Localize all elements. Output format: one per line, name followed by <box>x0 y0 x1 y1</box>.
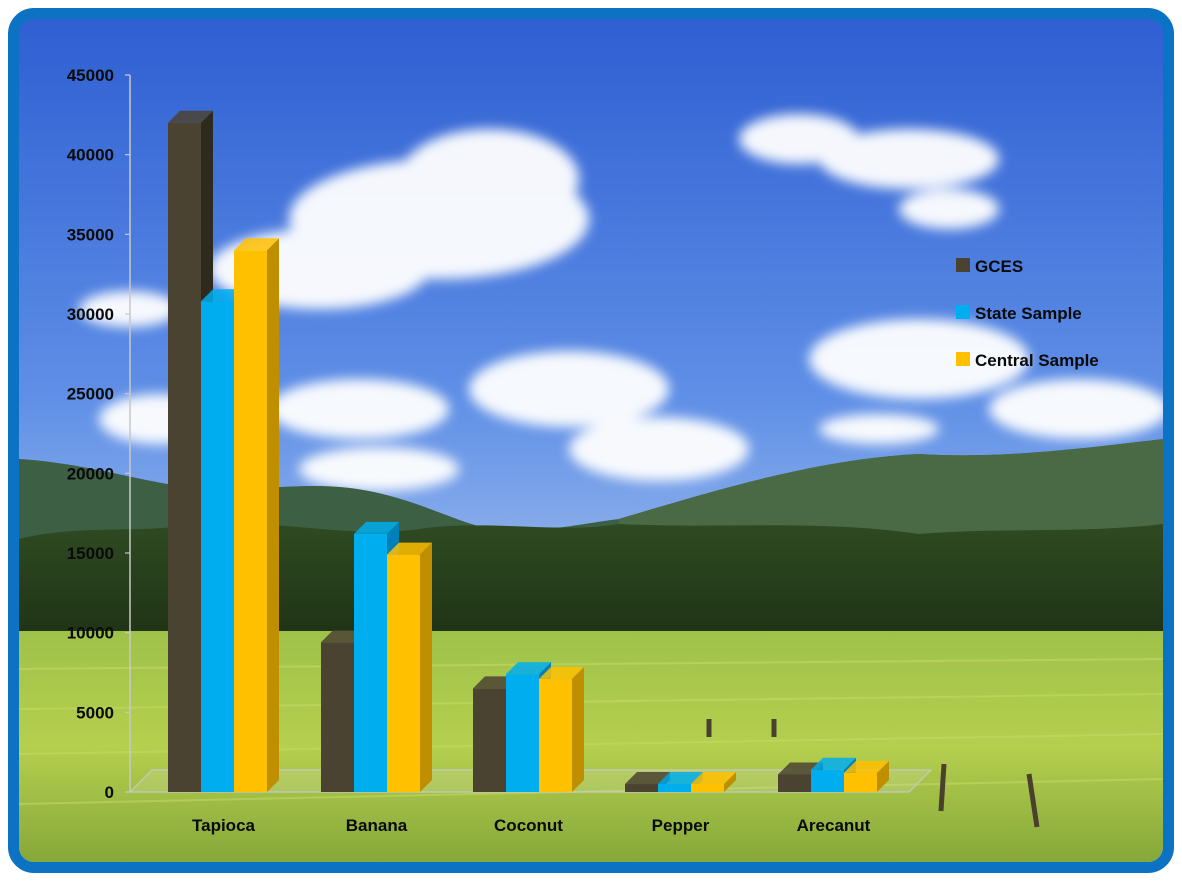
legend-swatch <box>956 258 970 272</box>
y-tick-label: 25000 <box>67 385 114 404</box>
x-category-label: Arecanut <box>797 816 871 835</box>
x-category-label: Banana <box>346 816 408 835</box>
y-tick-label: 20000 <box>67 464 114 483</box>
legend-swatch <box>956 305 970 319</box>
bar-coconut-central-sample <box>539 666 584 792</box>
y-tick-label: 40000 <box>67 146 114 165</box>
legend-label: GCES <box>975 257 1023 276</box>
x-category-label: Tapioca <box>192 816 256 835</box>
y-tick-label: 10000 <box>67 624 114 643</box>
y-tick-label: 15000 <box>67 544 114 563</box>
y-tick-label: 0 <box>105 783 114 802</box>
bar-tapioca-central-sample <box>234 238 279 792</box>
legend-swatch <box>956 352 970 366</box>
bar-arecanut-central-sample <box>844 760 889 792</box>
bar-banana-central-sample <box>387 542 432 792</box>
chart-frame: 0 5000 10000 15000 20000 25000 30000 35000 40000… <box>8 8 1174 873</box>
bar-pepper-central-sample <box>691 772 736 792</box>
x-category-label: Coconut <box>494 816 563 835</box>
bar-chart: 0 5000 10000 15000 20000 25000 30000 35000 40000… <box>67 66 1099 835</box>
y-tick-label: 35000 <box>67 225 114 244</box>
x-category-label: Pepper <box>652 816 710 835</box>
y-tick-label: 45000 <box>67 66 114 85</box>
y-tick-label: 5000 <box>76 703 114 722</box>
legend-label: Central Sample <box>975 351 1099 370</box>
legend-label: State Sample <box>975 304 1082 323</box>
y-tick-label: 30000 <box>67 305 114 324</box>
